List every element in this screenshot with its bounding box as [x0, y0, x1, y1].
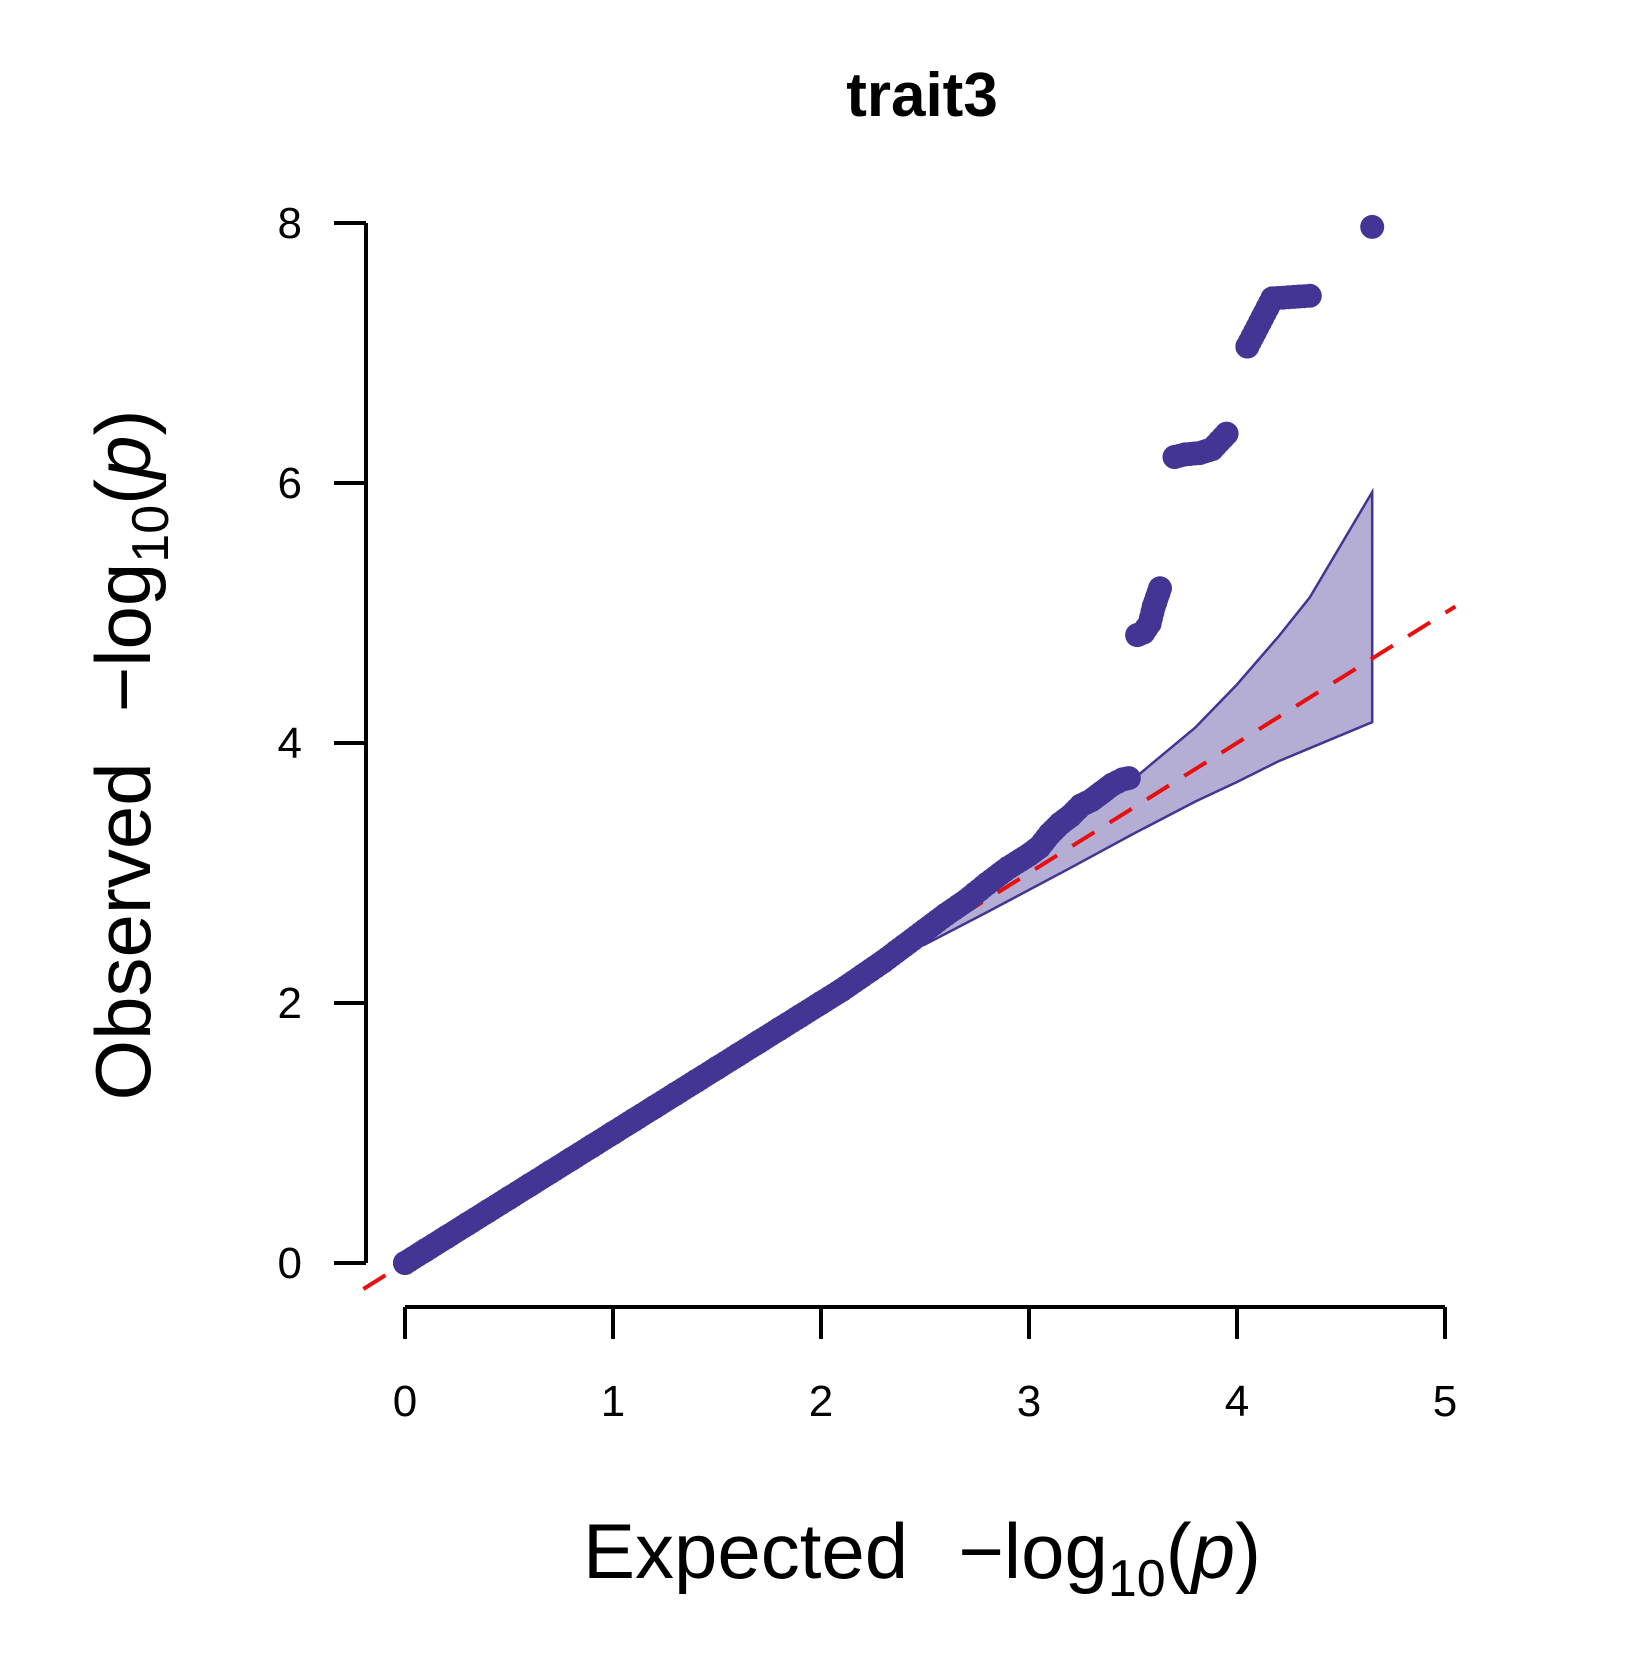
data-point: [1297, 283, 1322, 308]
y-tick-label: 6: [278, 459, 302, 508]
data-point: [413, 1238, 438, 1262]
data-point: [393, 1251, 417, 1275]
x-axis-label-sub: 10: [1108, 1550, 1166, 1608]
y-axis-label-var: p: [79, 435, 167, 480]
x-axis-label-func: −log: [958, 1507, 1108, 1595]
y-axis-label-func: −log: [79, 563, 167, 713]
data-point: [871, 949, 896, 974]
data-point: [559, 1147, 584, 1171]
data-point: [809, 991, 833, 1015]
chart-title: trait3: [846, 61, 998, 130]
data-point: [601, 1121, 625, 1145]
data-point: [850, 963, 875, 988]
x-tick-label: 1: [601, 1377, 625, 1426]
data-point: [996, 855, 1021, 880]
x-tick-label: 5: [1433, 1377, 1457, 1426]
data-point: [1360, 214, 1385, 239]
y-tick-label: 0: [278, 1239, 302, 1288]
data-point: [1235, 334, 1260, 359]
x-tick-label: 3: [1017, 1377, 1041, 1426]
y-tick-label: 2: [278, 979, 302, 1028]
x-tick-label: 2: [809, 1377, 833, 1426]
data-point: [517, 1173, 542, 1197]
data-point: [746, 1030, 771, 1054]
data-point: [684, 1069, 709, 1093]
x-axis: 0 1 2 3 4 5: [393, 1305, 1457, 1426]
data-point: [1141, 594, 1166, 619]
data-point: [913, 918, 937, 943]
data-point: [434, 1225, 459, 1249]
x-tick-label: 4: [1225, 1377, 1249, 1426]
data-point: [663, 1082, 688, 1106]
reference-line: [362, 604, 1457, 1291]
data-point: [476, 1199, 501, 1223]
data-point: [788, 1004, 813, 1028]
x-axis-label-prefix: Expected: [583, 1507, 908, 1595]
x-tick-label: 0: [393, 1377, 417, 1426]
x-axis-label-var: p: [1190, 1507, 1235, 1595]
y-axis-label-prefix: Observed: [79, 762, 167, 1100]
data-point: [1260, 286, 1285, 311]
data-point: [497, 1186, 521, 1210]
data-point: [829, 978, 854, 1002]
data-point: [580, 1134, 605, 1158]
data-point: [1200, 437, 1224, 462]
data-point: [642, 1095, 667, 1119]
y-tick-label: 8: [278, 199, 302, 248]
data-point: [1148, 576, 1172, 601]
data-point: [705, 1056, 729, 1080]
data-point: [767, 1017, 792, 1041]
data-point: [725, 1043, 750, 1067]
data-point: [933, 902, 958, 927]
data-point: [538, 1160, 563, 1184]
data-points-layer: [393, 214, 1385, 1275]
y-axis-label: Observed−log10(p): [79, 409, 180, 1100]
y-axis: 0 2 4 6 8: [278, 199, 368, 1288]
data-point: [1116, 766, 1141, 791]
data-point: [621, 1108, 646, 1132]
data-point: [892, 933, 917, 958]
data-point: [975, 871, 1000, 896]
data-point: [1214, 421, 1239, 446]
x-axis-label: Expected −log10(p): [583, 1507, 1261, 1608]
y-tick-label: 4: [278, 719, 302, 768]
reference-line-layer: [362, 604, 1457, 1291]
data-point: [455, 1212, 480, 1236]
data-point: [954, 888, 979, 913]
y-axis-label-sub: 10: [122, 505, 180, 563]
